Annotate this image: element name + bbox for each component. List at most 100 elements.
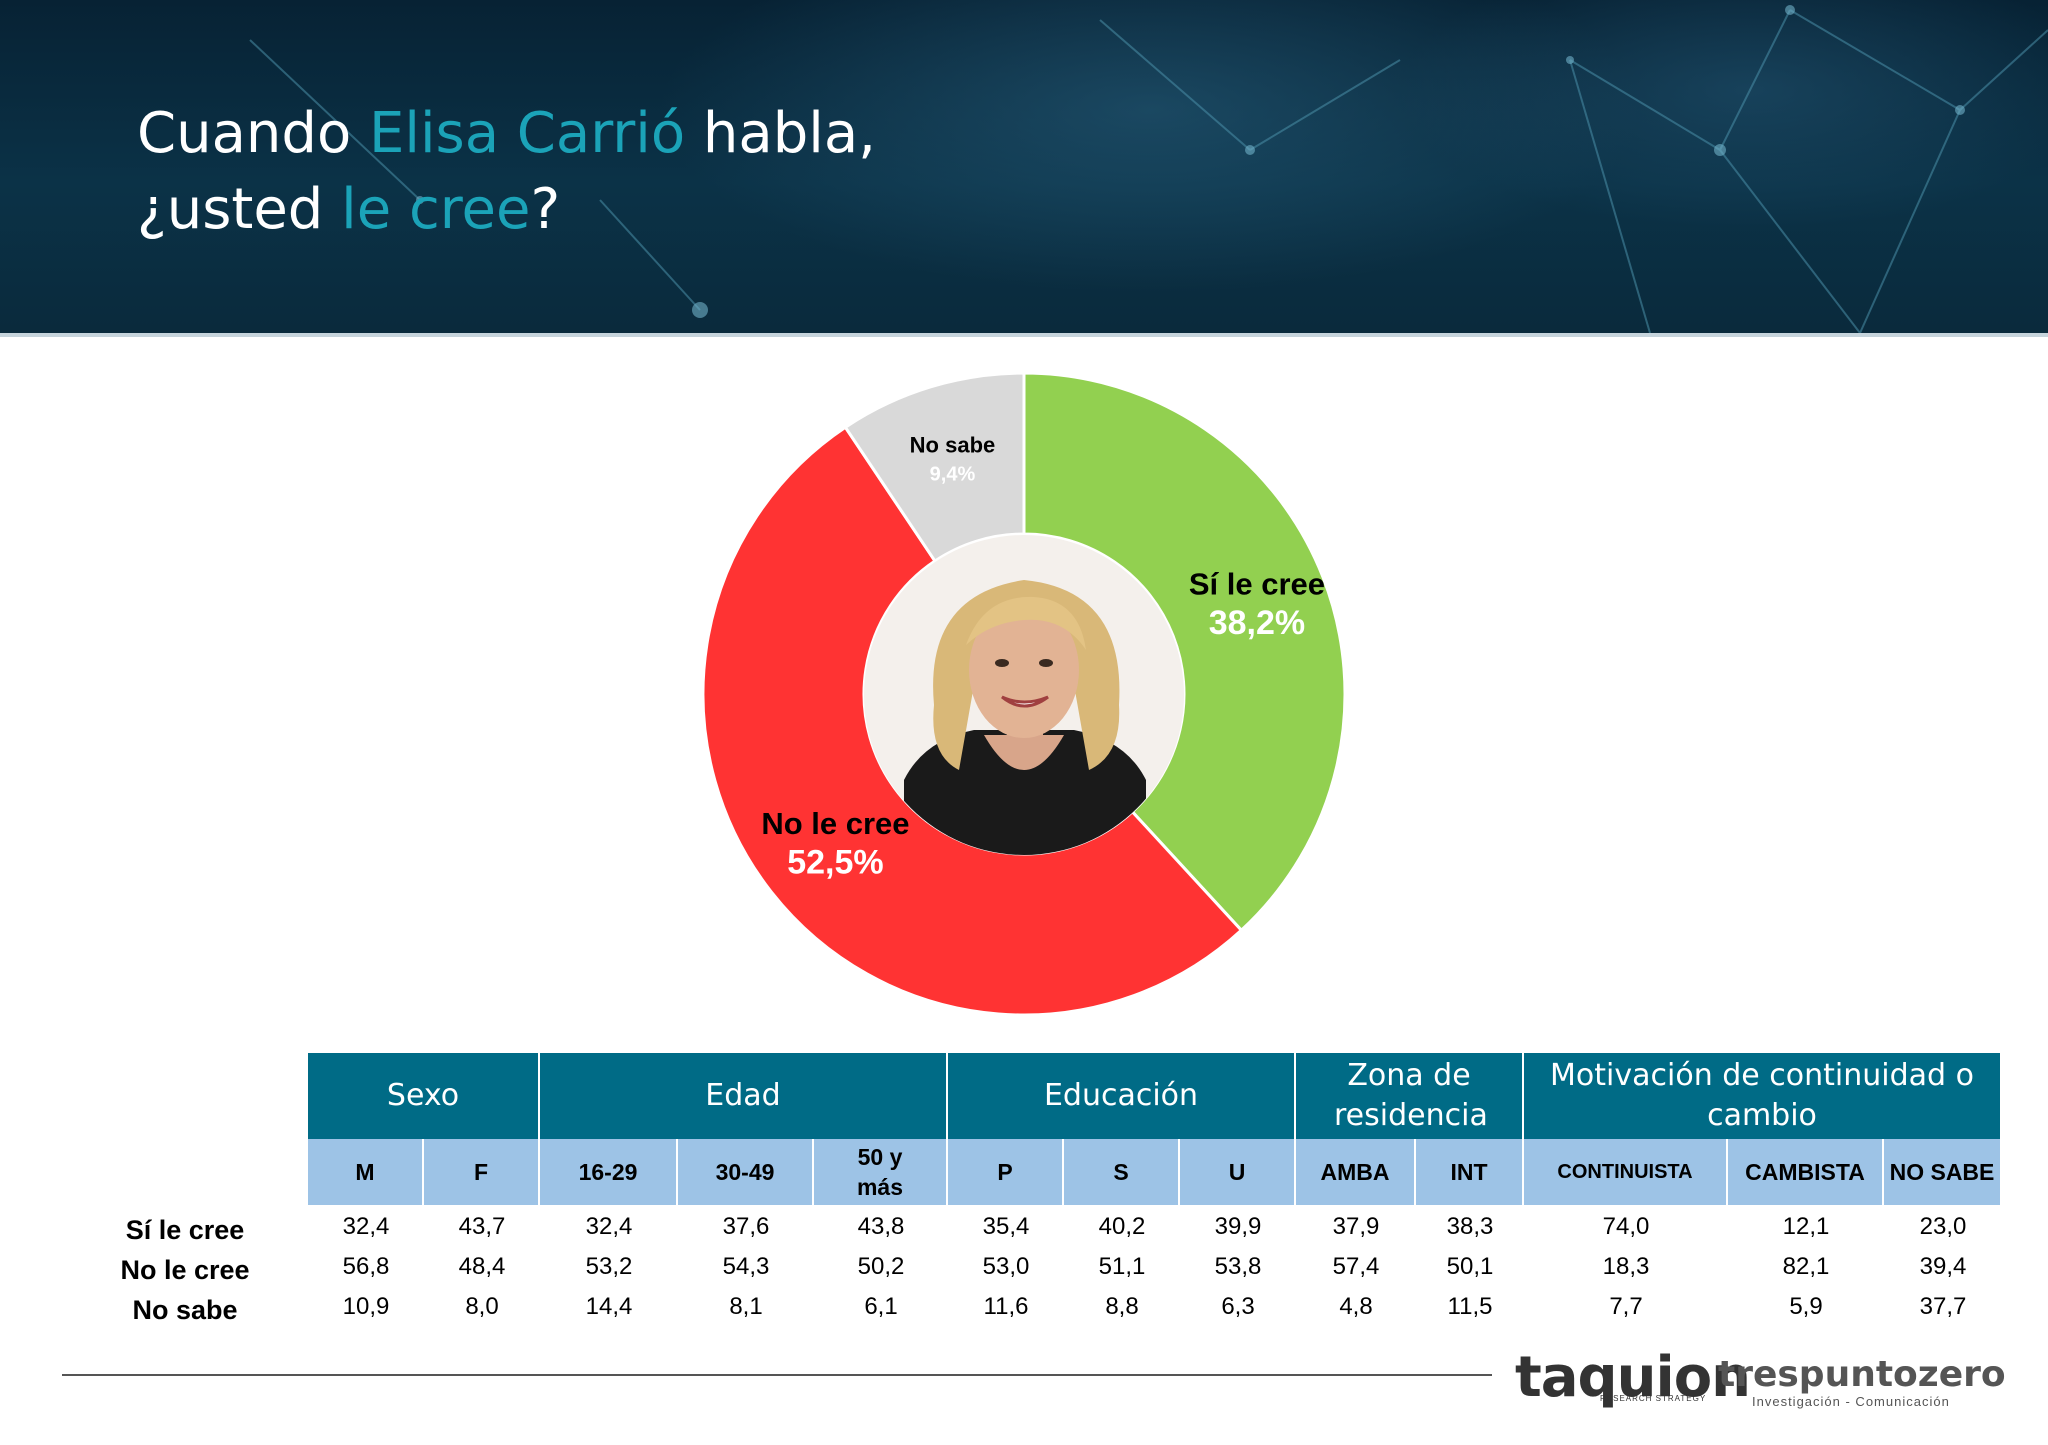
group-header-educacion: Educación: [948, 1053, 1296, 1139]
taquion-logo: taquion: [1515, 1345, 1751, 1410]
title-highlight: le cree: [341, 177, 531, 242]
column-header-label: S: [1113, 1159, 1129, 1185]
taquion-logo-subtitle: RESEARCH STRATEGY: [1600, 1394, 1707, 1403]
network-graphic: [249, 5, 2048, 333]
table-cell: 43,8: [857, 1213, 905, 1240]
table-cell: 37,9: [1332, 1213, 1380, 1240]
group-header-sexo: Sexo: [308, 1053, 540, 1139]
group-header-label: Educación: [1043, 1078, 1199, 1113]
title-text: Cuando: [137, 101, 370, 166]
portrait-illustration: [864, 535, 1184, 855]
page-title: Cuando Elisa Carrió habla, ¿usted le cre…: [137, 96, 1337, 248]
column-header-continuista: CONTINUISTA: [1524, 1139, 1728, 1205]
trespuntozero-logo: trespuntozero: [1718, 1354, 2006, 1395]
slice-label: No le cree: [761, 806, 909, 841]
column-header-f: F: [424, 1139, 540, 1205]
table-cell: 5,9: [1789, 1293, 1823, 1320]
table-cell: 11,6: [983, 1293, 1029, 1320]
person-photo: [864, 535, 1184, 855]
column-header-30-49: 30-49: [678, 1139, 814, 1205]
table-cell: 51,1: [1098, 1253, 1146, 1280]
column-header-label: 30-49: [715, 1159, 775, 1185]
column-header-u: U: [1180, 1139, 1296, 1205]
title-text: ¿usted: [137, 177, 342, 242]
table-cell: 53,2: [585, 1253, 633, 1280]
table-cell: 48,4: [458, 1253, 506, 1280]
table-cell: 53,0: [982, 1253, 1030, 1280]
column-header-p: P: [948, 1139, 1064, 1205]
table-cell: 50,2: [857, 1253, 905, 1280]
table-cell: 11,5: [1447, 1293, 1493, 1320]
column-header-label: M: [355, 1159, 375, 1185]
column-header-label: INT: [1450, 1159, 1488, 1185]
table-cell: 32,4: [342, 1213, 390, 1240]
row-label-si-le-cree: Sí le cree: [125, 1215, 245, 1245]
group-header-label: Sexo: [386, 1078, 460, 1113]
table-cell: 23,0: [1919, 1213, 1967, 1240]
table-cell: 35,4: [982, 1213, 1030, 1240]
table-cell: 39,9: [1214, 1213, 1262, 1240]
column-header-m: M: [308, 1139, 424, 1205]
table-cell: 7,7: [1609, 1293, 1643, 1320]
column-header-50-y-mas: 50 y más: [814, 1139, 948, 1205]
table-cell: 14,4: [585, 1293, 633, 1320]
table-cell: 53,8: [1214, 1253, 1262, 1280]
column-header-label: U: [1228, 1159, 1246, 1185]
table-cell: 54,3: [722, 1253, 770, 1280]
group-header-label: Zona de residencia: [1334, 1058, 1488, 1133]
row-label-no-sabe: No sabe: [132, 1295, 238, 1325]
slice-value-label: 9,4%: [930, 464, 976, 486]
table-cell: 8,8: [1105, 1293, 1139, 1320]
title-line-1: Cuando Elisa Carrió habla,: [137, 96, 1337, 172]
table-cell: 56,8: [342, 1253, 390, 1280]
table-cell: 6,1: [864, 1293, 898, 1320]
column-header-label: 16-29: [578, 1159, 638, 1185]
table-cell: 37,6: [722, 1213, 770, 1240]
title-text: ?: [530, 177, 561, 242]
slice-value-label: 38,2%: [1209, 604, 1305, 642]
column-header-cambista: CAMBISTA: [1728, 1139, 1884, 1205]
table-cell: 57,4: [1332, 1253, 1380, 1280]
column-header-amba: AMBA: [1296, 1139, 1416, 1205]
column-header-label: AMBA: [1320, 1159, 1390, 1185]
column-header-no-sabe: NO SABE: [1884, 1139, 2002, 1205]
table-cell: 40,2: [1098, 1213, 1146, 1240]
header-divider: [0, 333, 2048, 337]
table-cell: 82,1: [1782, 1253, 1830, 1280]
table-cell: 12,1: [1782, 1213, 1830, 1240]
table-cell: 18,3: [1602, 1253, 1650, 1280]
title-line-2: ¿usted le cree?: [137, 172, 1337, 248]
table-cell: 38,3: [1446, 1213, 1494, 1240]
table-cell: 37,7: [1919, 1293, 1967, 1320]
slice-value-label: 52,5%: [787, 843, 883, 881]
table-cell: 50,1: [1446, 1253, 1494, 1280]
column-header-label: NO SABE: [1889, 1159, 1995, 1185]
column-header-s: S: [1064, 1139, 1180, 1205]
column-header-label: CAMBISTA: [1745, 1159, 1865, 1185]
title-highlight: Elisa Carrió: [369, 101, 686, 166]
table-cell: 32,4: [585, 1213, 633, 1240]
group-header-label: Edad: [705, 1078, 781, 1113]
table-cell: 39,4: [1919, 1253, 1967, 1280]
column-header-int: INT: [1416, 1139, 1524, 1205]
column-header-label: 50 y más: [856, 1144, 904, 1200]
group-header-label: Motivación de continuidad o cambio: [1550, 1058, 1974, 1133]
footer-divider: [62, 1374, 1492, 1376]
table-cell: 8,0: [465, 1293, 499, 1320]
column-header-label: F: [473, 1159, 489, 1185]
slice-label: Sí le cree: [1189, 566, 1325, 601]
header-banner: [0, 0, 2048, 333]
group-header-zona-de-residencia: Zona de residencia: [1296, 1053, 1524, 1139]
table-cell: 4,8: [1339, 1293, 1373, 1320]
table-cell: 10,9: [342, 1293, 390, 1320]
table-cell: 8,1: [729, 1293, 763, 1320]
row-label-no-le-cree: No le cree: [120, 1255, 250, 1285]
group-header-edad: Edad: [540, 1053, 948, 1139]
slice-label: No sabe: [910, 432, 996, 457]
title-text: habla,: [685, 101, 876, 166]
table-cell: 74,0: [1602, 1213, 1650, 1240]
trespuntozero-logo-subtitle: Investigación - Comunicación: [1752, 1394, 1950, 1409]
column-header-label: CONTINUISTA: [1557, 1161, 1693, 1183]
table-cell: 6,3: [1221, 1293, 1255, 1320]
